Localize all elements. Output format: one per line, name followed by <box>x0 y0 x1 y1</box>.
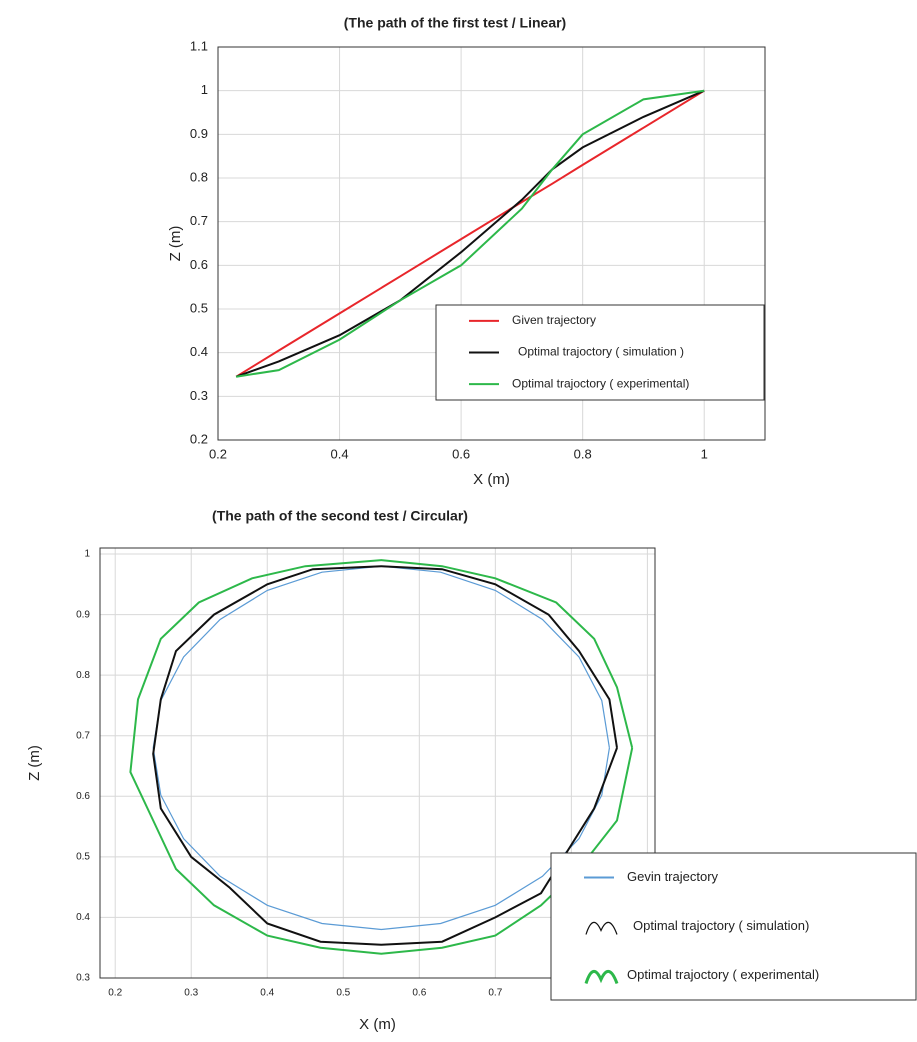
x-tick-label: 0.6 <box>412 988 426 999</box>
x-tick-label: 0.4 <box>260 988 274 999</box>
chart-title: (The path of the second test / Circular) <box>212 508 468 524</box>
x-axis-label: X (m) <box>359 1016 396 1033</box>
y-axis-label: Z (m) <box>26 745 43 781</box>
legend-label: Gevin trajectory <box>627 869 719 884</box>
legend-label: Optimal trajoctory ( simulation) <box>633 918 809 933</box>
y-tick-label: 0.4 <box>76 912 90 923</box>
x-tick-label: 0.6 <box>452 446 470 461</box>
y-tick-label: 0.9 <box>190 126 208 141</box>
series-line <box>129 559 634 955</box>
x-tick-label: 0.8 <box>574 446 592 461</box>
y-tick-label: 0.9 <box>76 609 90 620</box>
x-tick-label: 0.5 <box>336 988 350 999</box>
series-line <box>152 565 610 931</box>
y-tick-label: 0.6 <box>190 257 208 272</box>
series-line <box>152 565 618 946</box>
series-line <box>235 89 705 378</box>
legend-swatch <box>585 921 618 935</box>
chart-title: (The path of the first test / Linear) <box>344 15 566 31</box>
x-axis-label: X (m) <box>473 471 510 488</box>
x-tick-label: 0.2 <box>108 988 122 999</box>
series-line <box>236 89 705 378</box>
y-tick-label: 0.6 <box>76 791 90 802</box>
legend-label: Given trajectory <box>512 313 596 327</box>
y-tick-label: 0.3 <box>190 388 208 403</box>
y-tick-label: 0.2 <box>190 431 208 446</box>
y-tick-label: 1 <box>201 82 208 97</box>
y-tick-label: 0.5 <box>76 852 90 863</box>
legend-label: Optimal trajoctory ( experimental) <box>512 376 689 390</box>
legend-label: Optimal trajoctory ( simulation ) <box>518 345 684 359</box>
x-tick-label: 0.3 <box>184 988 198 999</box>
series-line <box>235 89 705 378</box>
plot-frame <box>217 46 766 441</box>
y-tick-label: 0.7 <box>76 730 90 741</box>
x-tick-label: 0.4 <box>331 446 349 461</box>
legend-swatch <box>584 970 619 985</box>
y-tick-label: 1 <box>84 549 90 560</box>
y-tick-label: 1.1 <box>190 38 208 53</box>
plot-frame <box>99 547 656 979</box>
y-tick-label: 0.8 <box>190 169 208 184</box>
y-axis-label: Z (m) <box>167 226 184 262</box>
y-tick-label: 0.8 <box>76 670 90 681</box>
y-tick-label: 0.3 <box>76 973 90 984</box>
legend-label: Optimal trajoctory ( experimental) <box>627 967 819 982</box>
x-tick-label: 1 <box>701 446 708 461</box>
y-tick-label: 0.7 <box>190 213 208 228</box>
y-tick-label: 0.5 <box>190 300 208 315</box>
x-tick-label: 0.2 <box>209 446 227 461</box>
y-tick-label: 0.4 <box>190 344 208 359</box>
x-tick-label: 0.7 <box>488 988 502 999</box>
